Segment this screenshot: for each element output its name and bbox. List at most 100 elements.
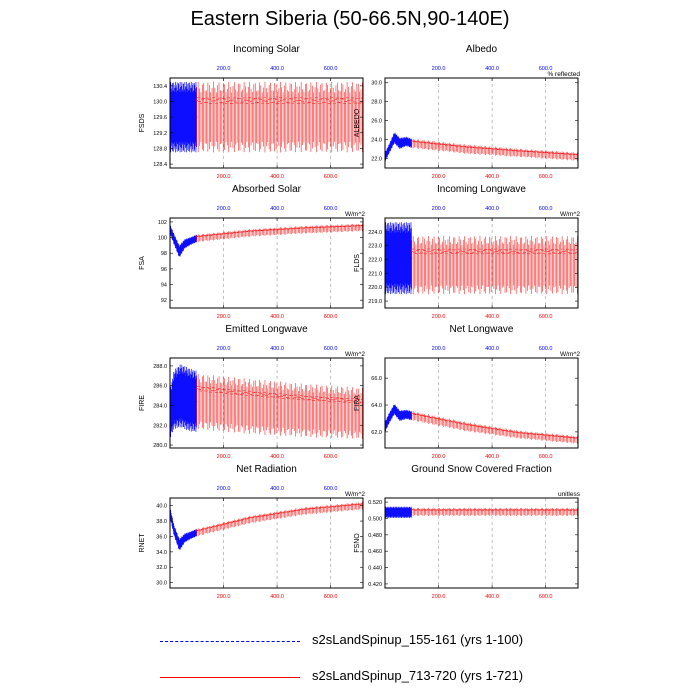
plot-area	[170, 81, 363, 153]
y-tick-label: 34.0	[156, 550, 167, 556]
x-tick-top-label: 200.0	[432, 206, 446, 212]
chart-panel-1: Incoming Solar FSDS 128.4 128.8 129.2 129.6 13…	[139, 44, 364, 180]
x-tick-bottom-label: 400.0	[270, 454, 284, 460]
legend-swatch-solid	[160, 677, 300, 678]
series-line	[385, 506, 413, 519]
series-line	[195, 223, 363, 243]
y-tick-label: 100	[158, 236, 167, 242]
x-tick-top-label: 200.0	[217, 66, 231, 72]
series-line	[170, 364, 198, 438]
chart-panel-5: Emitted Longwave W/m^2 FIRE 280.0 282.0 284.0…	[139, 324, 365, 460]
x-tick-bottom-label: 200.0	[217, 454, 231, 460]
y-tick-label: 0.440	[368, 566, 382, 572]
y-tick-label: 220.0	[368, 285, 382, 291]
x-tick-top-label: 400.0	[270, 486, 284, 492]
y-tick-label: 0.500	[368, 516, 382, 522]
x-tick-top-label: 600.0	[324, 66, 338, 72]
y-tick-label: 129.2	[153, 131, 167, 137]
y-axis-label: FSDS	[139, 113, 146, 132]
y-tick-label: 62.0	[371, 430, 382, 436]
x-tick-bottom-label: 200.0	[217, 174, 231, 180]
panel-title: Net Radiation	[236, 464, 297, 475]
y-tick-label: 128.8	[153, 146, 167, 152]
plot-area	[385, 132, 578, 161]
y-tick-label: 286.0	[153, 384, 167, 390]
x-tick-bottom-label: 600.0	[324, 174, 338, 180]
x-tick-bottom-label: 200.0	[432, 594, 446, 600]
panel-title: Absorbed Solar	[232, 184, 302, 195]
series-line	[195, 501, 363, 537]
x-tick-bottom-label: 400.0	[485, 594, 499, 600]
legend-label: s2sLandSpinup_155-161 (yrs 1-100)	[312, 632, 524, 647]
y-tick-label: 129.6	[153, 115, 167, 121]
x-tick-top-label: 600.0	[539, 346, 553, 352]
x-tick-bottom-label: 200.0	[432, 174, 446, 180]
y-tick-label: 66.0	[371, 376, 382, 382]
chart-panel-8: Ground Snow Covered Fraction unitless FSNO…	[354, 464, 581, 600]
units-label: W/m^2	[560, 351, 580, 358]
y-tick-label: 28.0	[371, 100, 382, 106]
y-tick-label: 96	[161, 267, 167, 273]
series-line	[195, 81, 363, 153]
x-tick-top-label: 400.0	[485, 206, 499, 212]
y-axis-label: FIRE	[139, 395, 146, 411]
chart-panel-3: Absorbed Solar W/m^2 FSA 92 94 96 98 100 102 200.…	[139, 184, 365, 320]
x-tick-bottom-label: 200.0	[217, 314, 231, 320]
y-tick-label: 26.0	[371, 119, 382, 125]
x-tick-bottom-label: 600.0	[324, 594, 338, 600]
y-tick-label: 24.0	[371, 138, 382, 144]
series-line	[170, 508, 198, 550]
y-tick-label: 282.0	[153, 423, 167, 429]
x-tick-bottom-label: 400.0	[270, 174, 284, 180]
y-tick-label: 92	[161, 298, 167, 304]
x-tick-bottom-label: 400.0	[270, 314, 284, 320]
series-line	[385, 404, 413, 432]
series-line	[385, 222, 413, 295]
y-tick-label: 222.0	[368, 258, 382, 264]
series-line	[170, 225, 198, 257]
units-label: W/m^2	[345, 491, 365, 498]
x-tick-bottom-label: 600.0	[539, 594, 553, 600]
units-label: W/m^2	[560, 211, 580, 218]
y-tick-label: 219.0	[368, 299, 382, 305]
legend-swatch-dashed	[160, 641, 300, 642]
plot-frame	[169, 497, 364, 589]
x-tick-top-label: 400.0	[270, 346, 284, 352]
x-tick-bottom-label: 600.0	[324, 454, 338, 460]
legend-label: s2sLandSpinup_713-720 (yrs 1-721)	[312, 668, 524, 683]
y-tick-label: 224.0	[368, 230, 382, 236]
series-line	[410, 507, 578, 516]
x-tick-bottom-label: 600.0	[539, 314, 553, 320]
plot-frame	[169, 357, 364, 449]
x-tick-top-label: 600.0	[539, 66, 553, 72]
series-line	[410, 236, 578, 295]
panel-title: Net Longwave	[450, 324, 514, 335]
panel-title: Ground Snow Covered Fraction	[411, 464, 552, 475]
y-tick-label: 221.0	[368, 271, 382, 277]
series-line	[410, 411, 578, 444]
plot-area	[385, 222, 578, 295]
y-tick-label: 30.0	[156, 581, 167, 587]
panel-title: Albedo	[466, 44, 498, 55]
plot-frame	[384, 77, 579, 169]
plot-frame	[384, 217, 579, 309]
x-tick-top-label: 200.0	[217, 206, 231, 212]
chart-panel-2: Albedo % reflected ALBEDO 22.0 24.0 26.0 28.0 3…	[354, 44, 580, 180]
y-tick-label: 0.480	[368, 533, 382, 539]
x-tick-top-label: 600.0	[324, 346, 338, 352]
units-label: W/m^2	[345, 211, 365, 218]
x-tick-top-label: 200.0	[217, 346, 231, 352]
x-tick-bottom-label: 400.0	[485, 454, 499, 460]
x-tick-bottom-label: 600.0	[539, 454, 553, 460]
chart-figure: Incoming Solar FSDS 128.4 128.8 129.2 129.6 13…	[139, 44, 581, 600]
plot-frame	[384, 497, 579, 589]
panel-title: Incoming Solar	[233, 44, 300, 55]
chart-panel-7: Net Radiation W/m^2 RNET 30.0 32.0 34.0 36.0 38…	[139, 464, 365, 600]
y-tick-label: 0.460	[368, 549, 382, 555]
plot-area	[170, 501, 363, 550]
units-label: % reflected	[547, 71, 580, 78]
x-tick-top-label: 600.0	[539, 206, 553, 212]
x-tick-top-label: 200.0	[432, 346, 446, 352]
y-axis-label: FSA	[139, 256, 146, 270]
y-tick-label: 94	[161, 283, 167, 289]
